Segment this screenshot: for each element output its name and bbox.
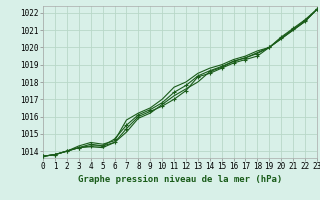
X-axis label: Graphe pression niveau de la mer (hPa): Graphe pression niveau de la mer (hPa) — [78, 175, 282, 184]
